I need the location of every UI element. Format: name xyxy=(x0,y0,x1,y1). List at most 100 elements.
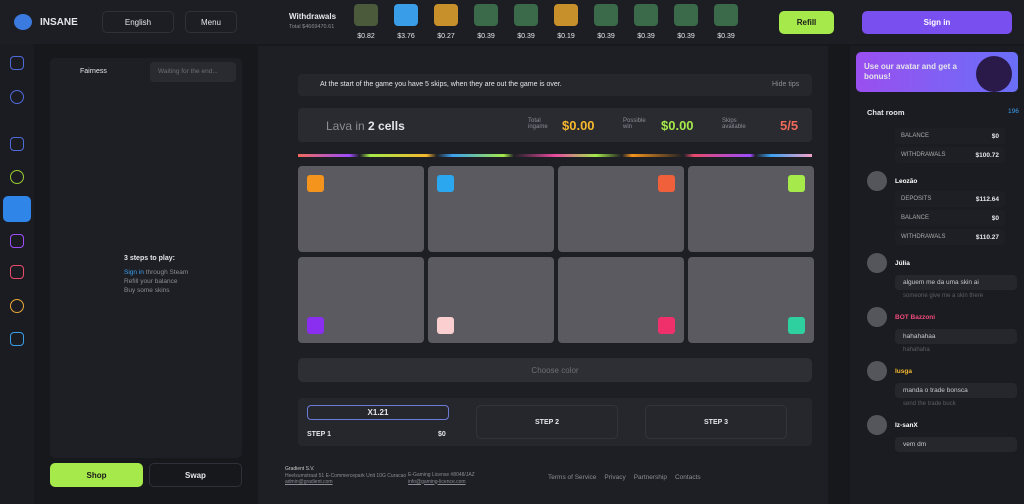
email[interactable]: admin@gradient.com xyxy=(285,479,333,485)
message: hahahahaa xyxy=(895,329,1017,344)
avatar-art xyxy=(976,56,1012,92)
hide-tips[interactable]: Hide tips xyxy=(772,81,800,88)
active-game[interactable] xyxy=(3,196,31,222)
tip-bar: At the start of the game you have 5 skip… xyxy=(298,74,812,96)
footer-link[interactable]: Privacy xyxy=(604,474,626,481)
stat-value: $110.27 xyxy=(975,233,999,241)
header: INSANE English Menu Withdrawals Total $4… xyxy=(0,0,1024,44)
sign-in-link[interactable]: Sign in xyxy=(124,269,144,276)
withdrawal-item[interactable]: $3.76 xyxy=(386,4,426,40)
icon[interactable] xyxy=(10,265,24,279)
step-1-text: through Steam xyxy=(145,269,189,276)
icon[interactable] xyxy=(10,299,24,313)
color-square xyxy=(437,175,454,192)
item-price: $0.39 xyxy=(677,33,695,40)
cell[interactable] xyxy=(428,166,554,252)
translation: hahahaha xyxy=(903,347,930,353)
sign-in-button[interactable]: Sign in xyxy=(862,11,1012,34)
stat-label: BALANCE xyxy=(901,133,930,139)
item-image xyxy=(634,4,658,26)
chat-user: Júlia xyxy=(867,253,1017,273)
withdrawals: Withdrawals xyxy=(289,12,337,21)
withdrawal-item[interactable]: $0.27 xyxy=(426,4,466,40)
withdrawal-item[interactable]: $0.39 xyxy=(626,4,666,40)
language[interactable]: English xyxy=(102,11,174,33)
license-email[interactable]: info@gaming-licence.com xyxy=(408,478,466,485)
withdrawal-item[interactable]: $0.82 xyxy=(346,4,386,40)
item-image xyxy=(514,4,538,26)
skips-label: Skips available xyxy=(722,118,746,130)
swap-text: Swap xyxy=(185,470,206,480)
menu[interactable]: Menu xyxy=(185,11,237,33)
step-2: Refill your balance xyxy=(124,278,178,285)
withdrawal-item[interactable]: $0.39 xyxy=(666,4,706,40)
choose-color[interactable]: Choose color xyxy=(298,358,812,382)
chat-user: BOT Bazzoni xyxy=(867,307,1017,327)
username: BOT Bazzoni xyxy=(895,313,936,321)
swap-button[interactable]: Swap xyxy=(149,463,242,487)
stat-label: WITHDRAWALS xyxy=(901,234,946,240)
stat-row: DEPOSITS $112.64 xyxy=(895,191,1005,207)
icon[interactable] xyxy=(10,137,24,151)
left-panel: Fairness Waiting for the end... 3 steps … xyxy=(50,58,242,458)
stat-value: $100.72 xyxy=(975,151,1000,159)
cell[interactable] xyxy=(428,257,554,343)
banner[interactable]: Use our avatar and get a bonus! xyxy=(856,52,1018,92)
icon[interactable] xyxy=(10,56,24,70)
tip: At the start of the game you have 5 skip… xyxy=(320,81,562,88)
stats: DEPOSITS $112.64 BALANCE $0 WITHDRAWALS $110.… xyxy=(895,191,1017,245)
refill-button[interactable]: Refill xyxy=(779,11,834,34)
icon[interactable] xyxy=(10,170,24,184)
step-1: Sign in through Steam xyxy=(124,268,188,277)
message: alguem me da uma skin ai xyxy=(895,275,1017,290)
total-label: Total ingame xyxy=(528,118,548,130)
translation: someone give me a skin there xyxy=(903,293,984,299)
icon[interactable] xyxy=(10,332,24,346)
username: Leozão xyxy=(895,177,918,185)
color-square xyxy=(307,175,324,192)
fairness[interactable]: Fairness xyxy=(80,68,107,75)
message: manda o trade bonsca xyxy=(895,383,1017,398)
username: Iz-sanX xyxy=(895,421,918,429)
stat-row: BALANCE $0 xyxy=(895,210,1005,226)
item-price: $0.39 xyxy=(717,33,735,40)
sidebar xyxy=(0,0,34,504)
withdrawal-item[interactable]: $0.39 xyxy=(706,4,746,40)
withdrawal-item[interactable]: $0.39 xyxy=(466,4,506,40)
chat-feed: BALANCE $0 WITHDRAWALS $100.72 Leozão DEPOSIT… xyxy=(867,128,1017,452)
icon[interactable] xyxy=(10,90,24,104)
online-count: 196 xyxy=(1008,108,1019,115)
logo[interactable]: INSANE xyxy=(40,17,78,28)
steps: Sign in through Steam Refill your balanc… xyxy=(124,268,188,295)
avatar xyxy=(867,415,887,435)
cell[interactable] xyxy=(558,166,684,252)
color-square xyxy=(437,317,454,334)
shop-button[interactable]: Shop xyxy=(50,463,143,487)
item-price: $0.39 xyxy=(597,33,615,40)
footer-link[interactable]: Contacts xyxy=(674,474,701,481)
withdrawal-item[interactable]: $0.39 xyxy=(506,4,546,40)
cell[interactable] xyxy=(688,257,814,343)
item-image xyxy=(554,4,578,26)
stats: BALANCE $0 WITHDRAWALS $100.72 xyxy=(895,128,1017,163)
item-image xyxy=(434,4,458,26)
cell[interactable] xyxy=(298,166,424,252)
cell[interactable] xyxy=(298,257,424,343)
item-image xyxy=(674,4,698,26)
item-image xyxy=(714,4,738,26)
withdrawal-item[interactable]: $0.39 xyxy=(586,4,626,40)
icon[interactable] xyxy=(10,234,24,248)
multiplier-text: X1.21 xyxy=(367,408,389,417)
withdrawal-item[interactable]: $0.19 xyxy=(546,4,586,40)
footer-link[interactable]: Terms of Service xyxy=(548,474,597,481)
license-info: E-Gaming License #8048/JAZ info@gaming-l… xyxy=(408,472,475,485)
withdrawal-items: $0.82 $3.76 $0.27 $0.39 $0.39 $0.19 $0.39 $0.39… xyxy=(346,4,746,40)
cell[interactable] xyxy=(558,257,684,343)
footer-link[interactable]: Partnership xyxy=(633,474,667,481)
step2: STEP 2 xyxy=(476,405,618,439)
avatar xyxy=(867,361,887,381)
color-square xyxy=(788,317,805,334)
cell[interactable] xyxy=(688,166,814,252)
item-price: $3.76 xyxy=(397,33,415,40)
